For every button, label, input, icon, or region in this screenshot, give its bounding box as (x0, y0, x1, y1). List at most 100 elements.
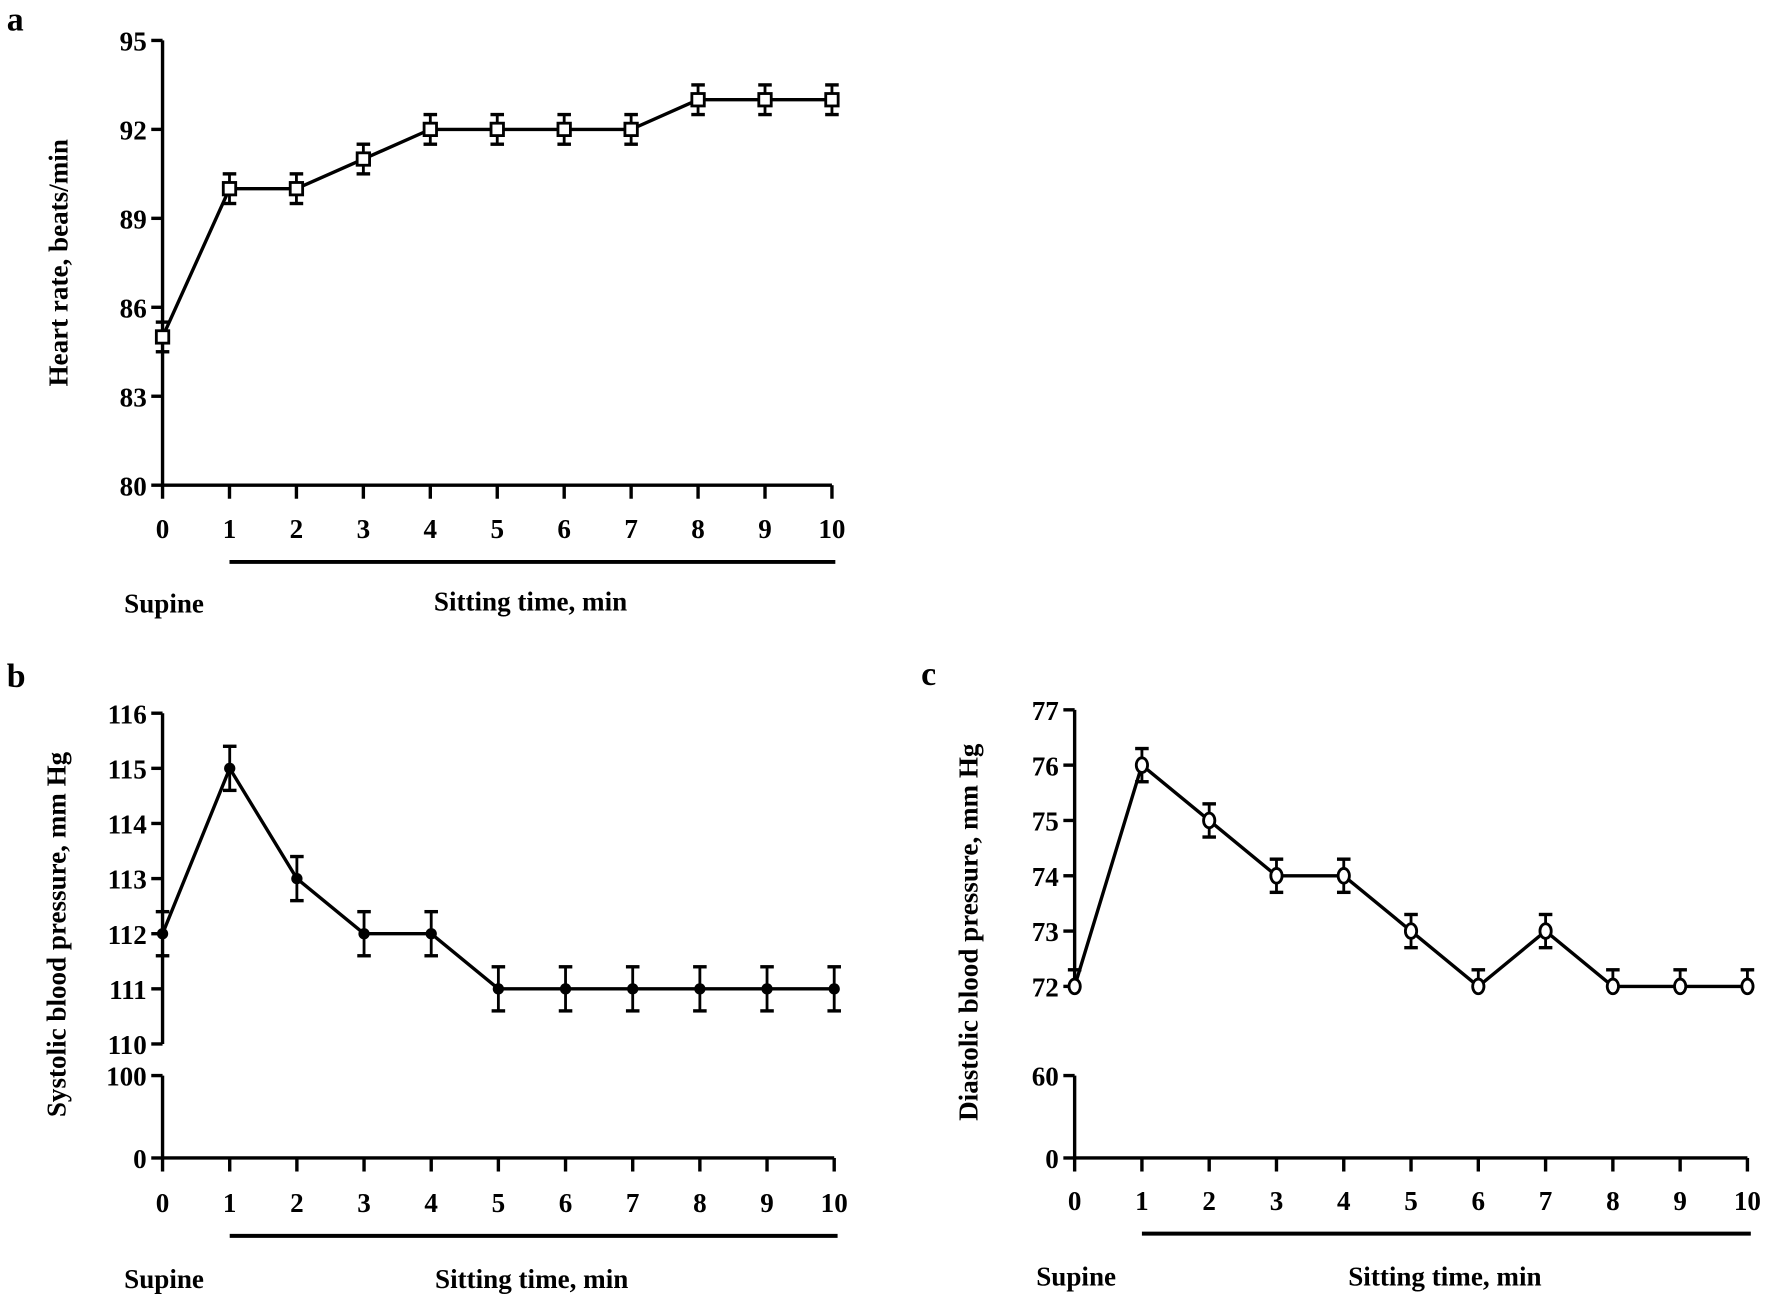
data-point-b (559, 983, 572, 995)
data-point-c (1673, 977, 1688, 996)
x-tick-label-a: 8 (691, 514, 705, 544)
panel-label-a: a (7, 1, 24, 38)
data-point-c (1403, 922, 1419, 940)
panel-label-c: c (921, 656, 936, 693)
x-tick-label-c: 4 (1337, 1186, 1351, 1216)
x-tick-label-b: 10 (821, 1188, 848, 1218)
x-tick-label-b: 6 (559, 1188, 573, 1218)
x-tick-label-a: 1 (223, 514, 237, 544)
baseline-label-c: Supine (1036, 1262, 1116, 1292)
data-point-c (1740, 977, 1755, 996)
x-tick-label-a: 4 (424, 514, 438, 544)
ylabel-a: Heart rate, beats/min (44, 139, 74, 386)
xlabel-a: Sitting time, min (434, 586, 627, 616)
data-point-a (690, 92, 706, 108)
x-tick-label-c: 6 (1472, 1186, 1486, 1216)
y-tick-label-b: 110 (108, 1030, 147, 1060)
x-tick-label-b: 5 (492, 1188, 506, 1218)
x-tick-label-c: 2 (1202, 1186, 1216, 1216)
x-tick-label-c: 10 (1734, 1186, 1761, 1216)
baseline-label-b: Supine (124, 1264, 204, 1294)
y-tick-label-a: 86 (120, 293, 147, 323)
data-point-b (761, 983, 773, 995)
x-tick-label-b: 2 (290, 1188, 304, 1218)
data-point-b (156, 928, 169, 940)
x-tick-label-b: 1 (223, 1188, 237, 1218)
data-point-a (824, 92, 840, 108)
y-tick-label-c: 76 (1032, 751, 1059, 781)
x-tick-label-b: 0 (156, 1188, 170, 1218)
y-tick-label-c: 75 (1032, 807, 1059, 837)
x-tick-label-a: 0 (156, 514, 170, 544)
data-point-c (1336, 867, 1351, 885)
x-tick-label-b: 9 (760, 1188, 774, 1218)
data-point-c (1471, 977, 1486, 996)
data-point-a (623, 121, 639, 138)
y-tick-label-a: 83 (120, 382, 147, 412)
panel-label-b: b (7, 658, 26, 695)
data-point-b (425, 928, 437, 940)
y-tick-label-b: 116 (108, 699, 147, 729)
y-tick-label-a: 95 (120, 27, 147, 57)
data-point-a (154, 329, 171, 345)
x-tick-label-c: 8 (1606, 1186, 1620, 1216)
x-tick-label-a: 6 (557, 514, 571, 544)
y-tick-label-c: 0 (1045, 1144, 1059, 1174)
series-line-c (1073, 762, 1748, 989)
x-tick-label-a: 2 (290, 514, 304, 544)
y-tick-label-c: 73 (1032, 917, 1059, 947)
x-tick-label-c: 5 (1404, 1186, 1418, 1216)
x-tick-label-b: 3 (357, 1188, 371, 1218)
data-point-a (288, 181, 305, 197)
x-tick-label-a: 3 (357, 514, 371, 544)
x-tick-label-a: 9 (758, 514, 772, 544)
xlabel-b: Sitting time, min (435, 1264, 628, 1294)
data-point-c (1067, 977, 1082, 996)
y-tick-label-b: 100 (106, 1062, 147, 1092)
x-tick-label-b: 7 (626, 1188, 640, 1218)
data-point-a (489, 121, 505, 138)
y-tick-label-b: 112 (108, 920, 147, 950)
xlabel-c: Sitting time, min (1348, 1262, 1541, 1292)
x-tick-label-c: 7 (1539, 1186, 1553, 1216)
data-point-b (627, 983, 639, 995)
x-tick-label-b: 4 (424, 1188, 438, 1218)
x-tick-label-a: 5 (490, 514, 504, 544)
y-tick-label-b: 114 (108, 810, 148, 840)
series-line-b (160, 764, 835, 991)
data-point-c (1202, 811, 1217, 830)
data-point-b (492, 983, 505, 995)
ylabel-b: Systolic blood pressure, mm Hg (41, 751, 71, 1117)
y-tick-label-a: 89 (120, 204, 147, 234)
data-point-b (694, 983, 706, 995)
ylabel-c: Diastolic blood pressure, mm Hg (954, 743, 984, 1121)
x-tick-label-b: 8 (693, 1188, 707, 1218)
baseline-label-a: Supine (124, 589, 204, 619)
x-tick-label-c: 1 (1135, 1186, 1149, 1216)
x-tick-label-c: 0 (1068, 1186, 1082, 1216)
data-point-c (1134, 756, 1149, 774)
data-point-b (828, 983, 840, 995)
x-tick-label-a: 10 (818, 514, 845, 544)
y-tick-label-b: 111 (109, 975, 147, 1005)
y-tick-label-b: 113 (108, 865, 147, 895)
data-point-c (1269, 867, 1284, 885)
y-tick-label-a: 80 (120, 471, 147, 501)
data-point-b (291, 872, 303, 885)
data-point-a (422, 121, 438, 138)
data-point-b (358, 928, 370, 940)
x-tick-label-c: 9 (1673, 1186, 1687, 1216)
y-tick-label-a: 92 (120, 116, 147, 146)
y-tick-label-c: 74 (1032, 862, 1060, 892)
y-tick-label-c: 77 (1032, 696, 1059, 726)
x-tick-label-a: 7 (624, 514, 638, 544)
data-point-b (224, 762, 236, 774)
y-tick-label-b: 0 (133, 1144, 147, 1174)
data-point-c (1605, 977, 1620, 996)
y-tick-label-c: 72 (1032, 973, 1059, 1003)
y-tick-label-c: 60 (1032, 1062, 1059, 1092)
y-tick-label-b: 115 (108, 754, 147, 784)
x-tick-label-c: 3 (1270, 1186, 1284, 1216)
data-point-a (757, 92, 773, 108)
